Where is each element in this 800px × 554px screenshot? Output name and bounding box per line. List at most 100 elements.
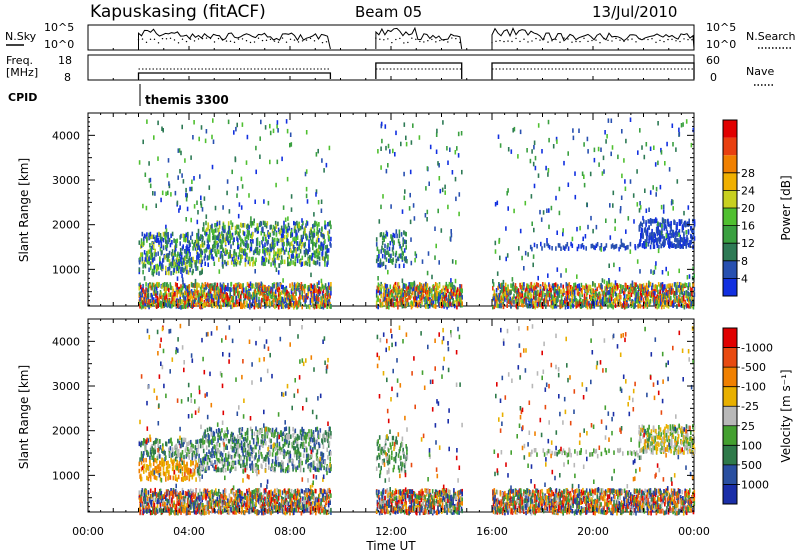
echo-cell [224,237,226,242]
echo-cell [228,225,231,231]
echo-cell [175,269,178,274]
echo-cell [310,227,313,232]
cpid-value: themis 3300 [145,93,229,107]
echo-cell [258,299,260,305]
echo-cell [646,293,649,299]
echo-cell [313,297,316,302]
echo-cell [554,304,556,309]
echo-cell [545,284,548,290]
echo-cell [158,282,160,288]
echo-cell [201,259,203,264]
echo-cell [397,238,400,244]
echo-cell [277,238,280,243]
echo-cell [589,171,592,177]
echo-cell [584,234,587,239]
echo-cell [248,256,250,262]
echo-cell [620,295,622,300]
echo-cell [438,163,440,168]
echo-cell [293,303,296,309]
echo-cell [450,282,452,288]
echo-cell [181,277,184,282]
echo-cell [678,229,681,234]
echo-cell [183,237,185,242]
echo-cell [148,267,150,272]
echo-cell [605,284,608,289]
echo-cell [392,232,395,238]
echo-cell [682,241,684,246]
echo-cell [151,294,153,300]
echo-cell [451,282,454,287]
echo-cell [395,301,398,306]
echo-cell [207,226,209,231]
echo-cell [688,221,690,227]
echo-cell [302,242,304,247]
echo-cell [283,259,286,265]
echo-cell [672,199,674,205]
echo-cell [397,282,400,287]
echo-cell [296,281,299,287]
echo-cell [639,290,642,296]
echo-cell [233,130,235,135]
nsearch-point [209,37,212,40]
echo-cell [196,241,198,247]
echo-cell [212,118,214,123]
echo-cell [422,283,425,289]
echo-cell [528,301,530,306]
echo-cell [577,244,580,249]
echo-cell [673,232,675,237]
echo-cell [403,284,406,289]
echo-cell [330,243,332,248]
echo-cell [183,301,186,306]
echo-cell [187,231,189,237]
echo-cell [687,242,690,248]
echo-cell [177,251,179,257]
echo-cell [184,235,187,240]
echo-cell [557,293,559,298]
echo-cell [330,304,332,309]
echo-cell [676,288,678,293]
echo-cell [692,266,694,271]
echo-cell [240,205,243,210]
echo-cell [253,296,256,301]
echo-cell [409,284,412,290]
echo-cell [624,246,627,251]
echo-cell [298,282,300,288]
echo-cell [569,302,571,307]
echo-cell [548,137,550,143]
echo-cell [164,231,166,237]
nave-tick-high: 60 [706,54,720,67]
echo-cell [218,224,221,229]
echo-cell [315,189,318,194]
echo-cell [313,260,316,265]
echo-cell [588,284,590,290]
echo-cell [639,201,641,206]
echo-cell [389,149,391,154]
echo-cell [451,285,454,290]
echo-cell [240,237,242,242]
echo-cell [661,223,663,229]
echo-cell [498,303,501,309]
nsearch-point [217,37,220,40]
echo-cell [398,253,401,259]
echo-cell [282,246,284,251]
echo-cell [413,280,416,286]
echo-cell [437,285,439,291]
echo-cell [200,125,203,130]
echo-cell [510,149,513,154]
echo-cell [636,202,639,207]
echo-cell [197,242,200,247]
echo-cell [152,299,155,305]
echo-cell [222,247,224,252]
echo-cell [327,256,329,261]
nsearch-point [683,38,685,40]
echo-cell [539,298,542,304]
echo-cell [656,243,659,248]
echo-cell [604,286,606,291]
nsky-trace [87,26,695,80]
echo-cell [328,285,331,290]
echo-cell [283,229,285,234]
echo-cell [685,290,688,295]
echo-cell [422,288,425,293]
echo-cell [226,179,229,184]
echo-cell [627,293,630,299]
